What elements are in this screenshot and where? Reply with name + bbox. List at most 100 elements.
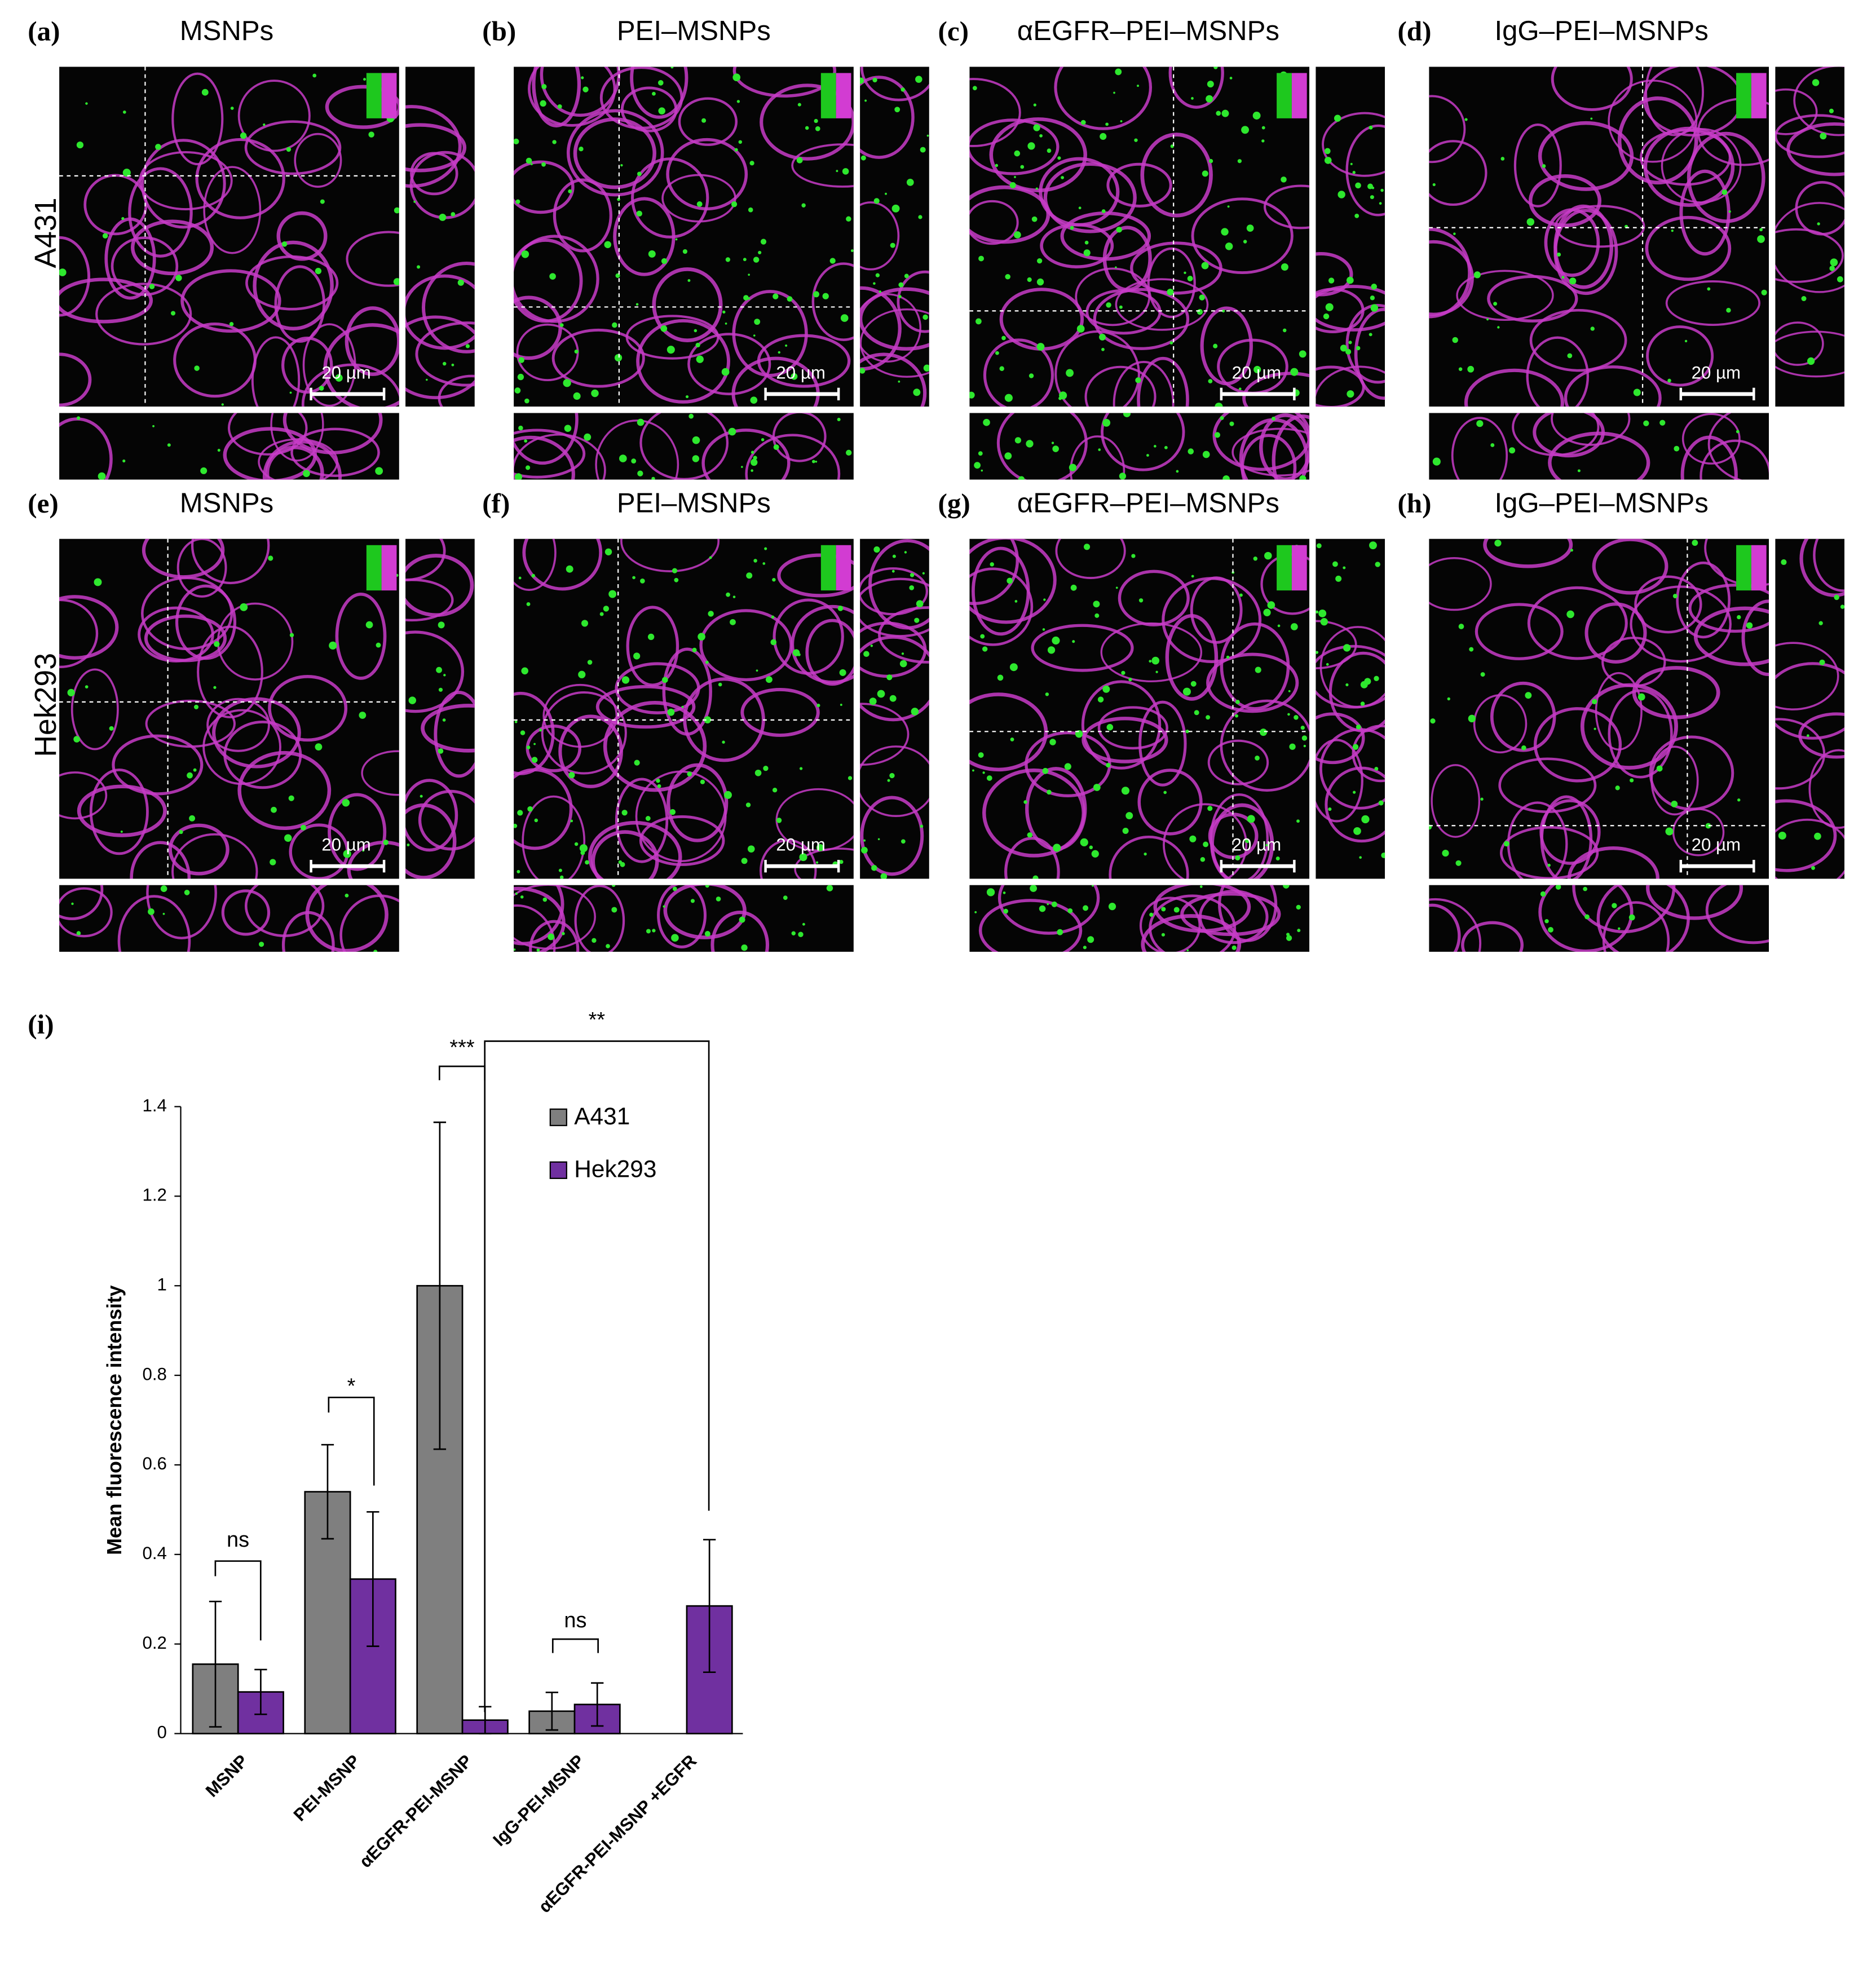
particle xyxy=(1829,266,1835,271)
panel-title: IgG–PEI–MSNPs xyxy=(1494,488,1708,518)
particle xyxy=(736,100,740,103)
particle xyxy=(1432,457,1441,466)
particle xyxy=(995,164,999,167)
cell-membrane xyxy=(1526,336,1590,407)
particle xyxy=(1806,734,1809,738)
particle xyxy=(520,895,524,899)
particle xyxy=(152,425,155,427)
cell-membrane xyxy=(1567,846,1659,879)
scale-label: 20 µm xyxy=(1692,835,1741,855)
cell-membrane xyxy=(620,538,720,572)
particle xyxy=(1047,789,1052,795)
particle xyxy=(860,155,866,161)
cell-membrane xyxy=(860,796,924,876)
cell-membrane xyxy=(626,606,679,687)
cell-membrane xyxy=(558,714,623,788)
particle xyxy=(1033,103,1036,107)
particle xyxy=(240,603,248,611)
particle xyxy=(889,772,895,779)
particle xyxy=(1346,276,1354,284)
particle xyxy=(436,666,442,673)
particle xyxy=(999,366,1004,372)
particle xyxy=(518,576,522,580)
particle xyxy=(901,652,904,655)
particle xyxy=(85,685,89,689)
cell-membrane xyxy=(346,231,399,287)
particle xyxy=(1184,271,1186,275)
cell-membrane xyxy=(1775,88,1818,135)
particle xyxy=(722,310,726,314)
cell-membrane xyxy=(745,434,841,480)
particle xyxy=(732,595,736,598)
particle xyxy=(1837,276,1843,282)
micrograph xyxy=(59,885,399,952)
cell-membrane xyxy=(732,290,808,377)
particle xyxy=(760,239,767,245)
cell-membrane xyxy=(1584,602,1647,664)
particle xyxy=(990,562,994,567)
particle xyxy=(840,704,842,706)
cell-membrane xyxy=(662,647,712,736)
particle xyxy=(94,578,102,586)
particle xyxy=(67,688,75,697)
cell-membrane xyxy=(860,352,927,407)
particle xyxy=(568,772,575,779)
particle xyxy=(1480,672,1485,677)
cell-membrane xyxy=(595,420,679,480)
particle xyxy=(1811,866,1815,870)
particle xyxy=(76,141,84,149)
error-bar xyxy=(254,1668,267,1715)
cell-membrane xyxy=(146,885,217,939)
cell-membrane xyxy=(328,793,387,871)
error-bar xyxy=(209,1600,222,1728)
panel-label: (c) xyxy=(938,16,969,47)
cell-membrane xyxy=(1775,202,1845,293)
particle xyxy=(1318,609,1327,617)
particle xyxy=(230,107,234,110)
particle xyxy=(1260,729,1267,736)
particle xyxy=(149,284,155,289)
particle xyxy=(518,425,523,431)
cell-membrane xyxy=(603,700,707,792)
particle xyxy=(901,839,906,844)
particle xyxy=(1045,692,1049,696)
cell-membrane xyxy=(1200,306,1253,386)
particle xyxy=(1594,727,1596,730)
cell-membrane xyxy=(1354,308,1385,400)
particle xyxy=(579,844,588,853)
particle xyxy=(557,104,562,109)
micrograph xyxy=(59,538,399,879)
particle xyxy=(1591,699,1597,705)
particle xyxy=(815,460,818,463)
cell-membrane xyxy=(514,235,599,323)
cell-membrane xyxy=(1483,538,1573,568)
particle xyxy=(645,816,651,821)
cell-membrane xyxy=(1775,718,1826,790)
particle xyxy=(1369,125,1373,130)
particle xyxy=(420,794,423,798)
cell-membrane xyxy=(294,133,342,188)
particle xyxy=(1030,885,1038,892)
cell-membrane xyxy=(59,236,91,317)
particle xyxy=(1238,387,1242,391)
cell-membrane xyxy=(89,768,149,855)
cell-membrane xyxy=(59,887,113,938)
particle xyxy=(1643,420,1649,426)
particle xyxy=(861,846,868,854)
cell-membrane xyxy=(1325,766,1385,843)
particle xyxy=(667,708,675,716)
cell-membrane xyxy=(1700,439,1769,480)
particle xyxy=(549,273,556,280)
cell-membrane xyxy=(897,270,929,333)
particle xyxy=(1091,850,1099,858)
particle xyxy=(1106,302,1111,308)
particle xyxy=(1151,656,1160,665)
particle xyxy=(1353,791,1356,794)
particle xyxy=(1176,470,1179,473)
cell-membrane xyxy=(710,911,770,952)
particle xyxy=(1345,348,1352,355)
particle xyxy=(1381,852,1385,858)
cell-membrane xyxy=(773,598,844,675)
cell-membrane xyxy=(59,885,104,920)
particle xyxy=(872,77,877,83)
